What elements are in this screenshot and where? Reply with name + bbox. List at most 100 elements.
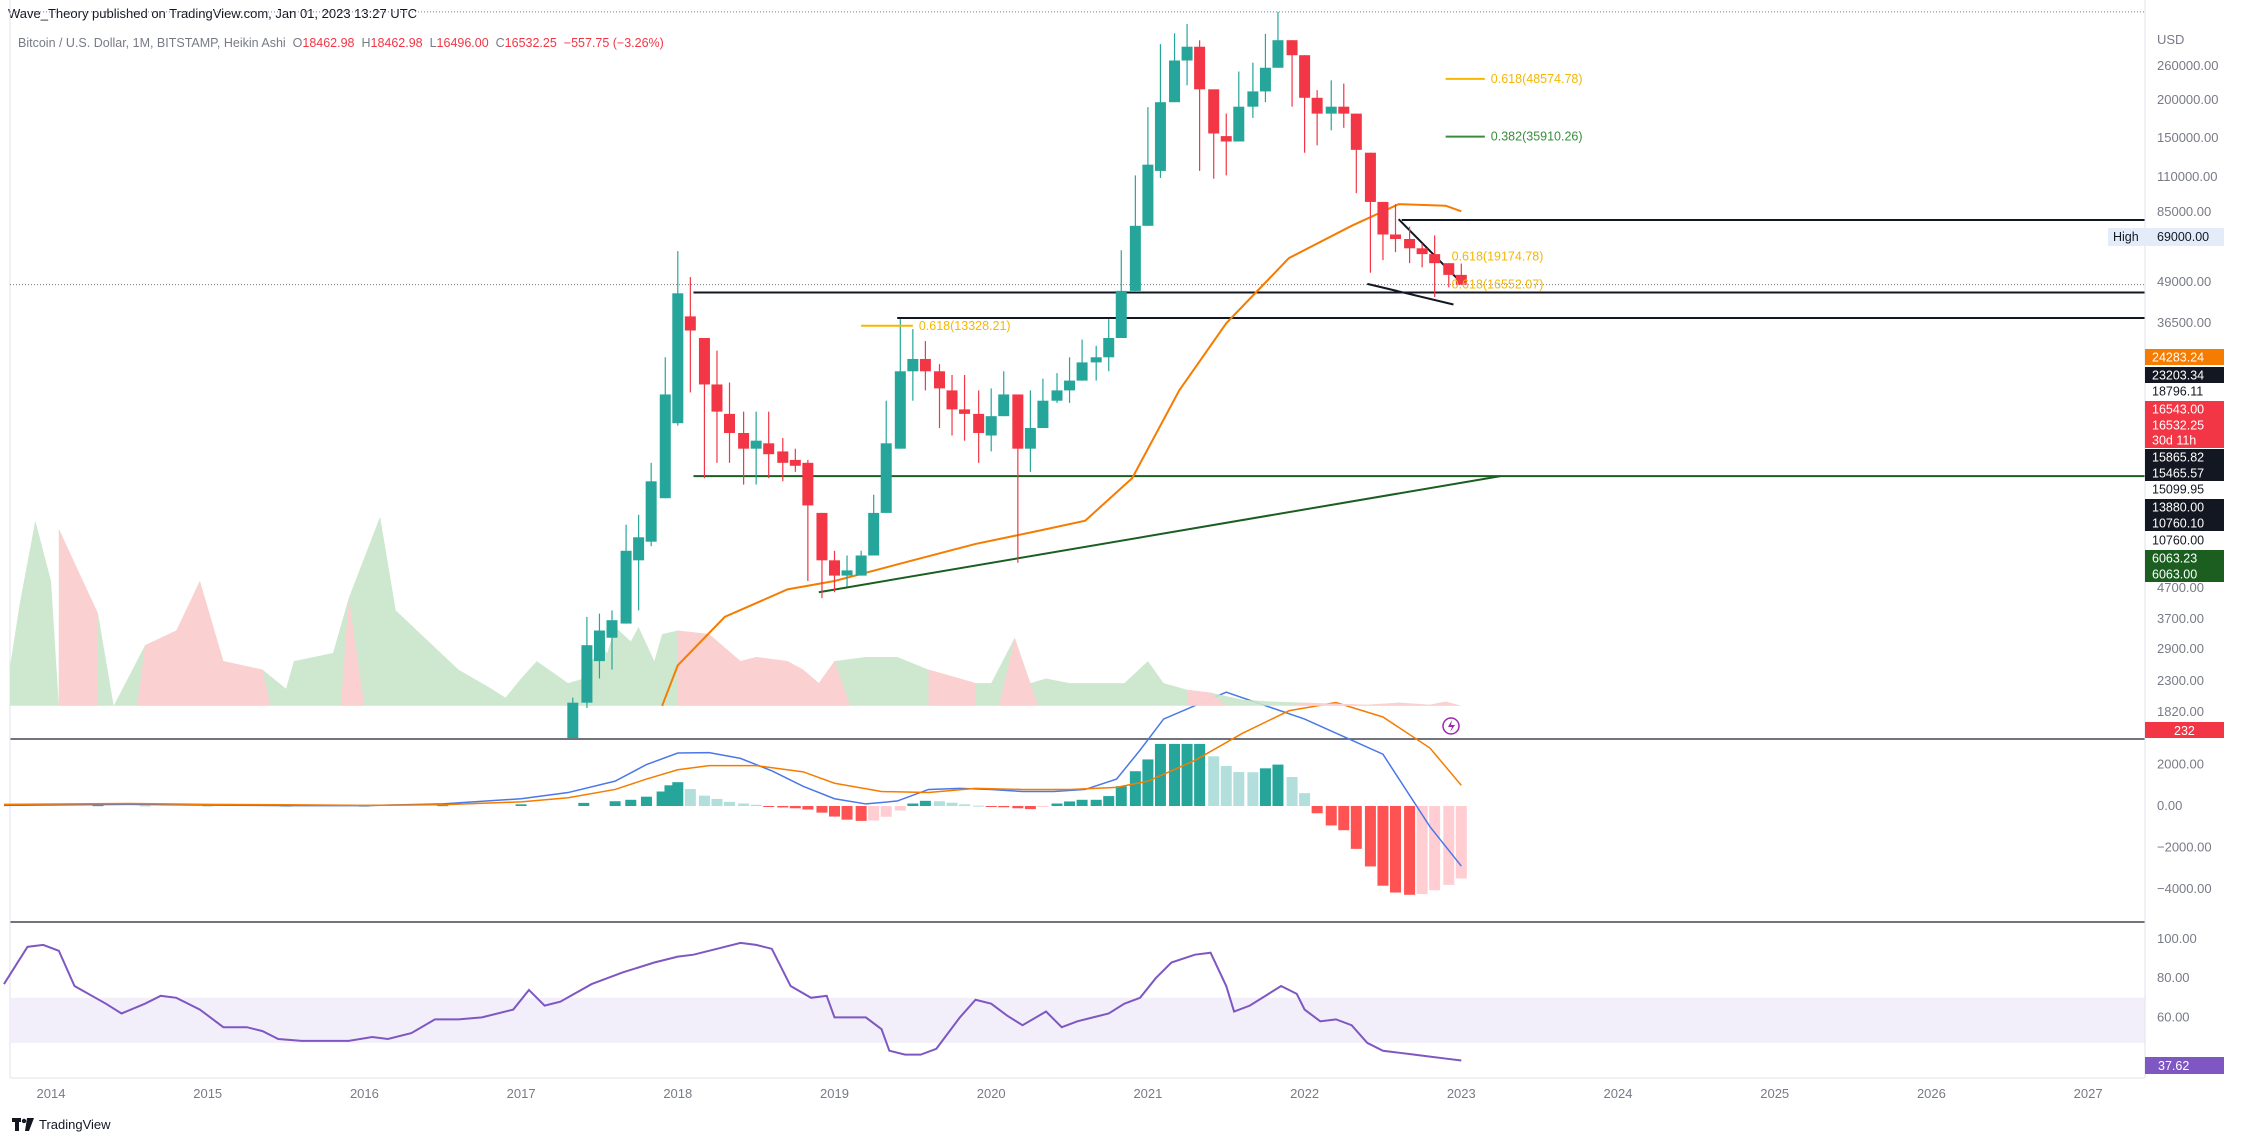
macd-tick-label: 0.00: [2157, 798, 2182, 813]
macd-histogram-bar: [1443, 806, 1455, 885]
macd-histogram-bar: [738, 803, 750, 806]
high-tag-value: 69000.00: [2157, 230, 2209, 244]
price-tag: 15465.57: [2152, 467, 2204, 481]
brand-label: TradingView: [39, 1117, 111, 1132]
candle-body: [1142, 164, 1154, 226]
publish-info: Wave_Theory published on TradingView.com…: [8, 6, 418, 21]
macd-histogram-bar: [1076, 799, 1088, 806]
macd-histogram-bar: [1338, 806, 1350, 831]
candle-body: [724, 413, 736, 433]
time-tick-label: 2020: [977, 1086, 1006, 1101]
price-tag: 6063.00: [2152, 568, 2197, 582]
lightning-bolt-icon: [1448, 720, 1455, 732]
price-tag: 15099.95: [2152, 483, 2204, 497]
high-label: H: [361, 36, 371, 50]
time-tick-label: 2024: [1604, 1086, 1633, 1101]
price-tag: 10760.00: [2152, 534, 2204, 548]
rsi-tick-label: 100.00: [2157, 931, 2197, 946]
rsi-tag-bg: [2145, 1057, 2224, 1074]
macd-histogram-bar: [656, 791, 668, 806]
candle-body: [1299, 55, 1311, 98]
macd-histogram-bar: [1194, 743, 1206, 806]
macd-histogram-bar: [880, 806, 892, 817]
macd-histogram-bar: [919, 800, 931, 806]
macd-histogram-bar: [1429, 806, 1441, 891]
macd-histogram-bar: [1286, 777, 1298, 806]
macd-histogram-bar: [672, 782, 684, 806]
candle-body: [593, 630, 605, 662]
candle-body: [1220, 136, 1232, 142]
fib-level-label: 0.618(13328.21): [919, 319, 1011, 333]
candle-body: [606, 620, 618, 638]
wedge-lower: [1367, 282, 1454, 306]
volume-area-down: [58, 528, 99, 706]
price-tick-label: 150000.00: [2157, 130, 2218, 145]
candle-body: [1455, 274, 1467, 285]
price-tag: 15865.82: [2152, 451, 2204, 465]
candle-body: [659, 394, 671, 499]
candle-body: [581, 645, 593, 703]
macd-histogram-bar: [973, 805, 985, 807]
candle-body: [1286, 40, 1298, 56]
candle-body: [933, 371, 945, 389]
macd-histogram-bar: [609, 801, 621, 806]
fib-level-label: 0.618(19174.78): [1452, 249, 1544, 263]
candle-body: [1247, 91, 1259, 107]
price-tick-label: 36500.00: [2157, 315, 2211, 330]
candle-body: [1404, 238, 1416, 249]
macd-histogram-bar: [985, 806, 997, 807]
fib-level-label: 0.382(35910.26): [1491, 130, 1583, 144]
macd-histogram-bar: [829, 806, 840, 817]
price-tag: 23203.34: [2152, 369, 2204, 383]
macd-histogram-bar: [578, 802, 590, 806]
macd-histogram-bar: [1311, 806, 1323, 814]
volume-tag: 232: [2174, 724, 2195, 738]
macd-histogram-bar: [1404, 806, 1416, 895]
macd-histogram-bar: [684, 789, 696, 806]
ema-line: [661, 203, 1462, 707]
candle-body: [802, 462, 814, 506]
candle-body: [868, 512, 880, 556]
volume-area-down: [999, 637, 1039, 706]
macd-histogram-bar: [933, 801, 945, 806]
symbol-legend: Bitcoin / U.S. Dollar, 1M, BITSTAMP, Hei…: [18, 36, 664, 50]
macd-histogram-bar: [664, 785, 676, 806]
candle-body: [1064, 380, 1076, 391]
candle-body: [1389, 234, 1401, 239]
candle-body: [1377, 201, 1389, 235]
open-label: O: [292, 36, 303, 50]
macd-histogram-bar: [1350, 806, 1362, 849]
price-tag-bg: [2145, 367, 2224, 383]
high-value: 18462.98: [370, 36, 423, 50]
rsi-tick-label: 80.00: [2157, 970, 2190, 985]
candle-body: [750, 440, 762, 449]
macd-histogram-bar: [1220, 766, 1232, 806]
candle-body: [633, 537, 645, 561]
candle-body: [1194, 46, 1206, 90]
macd-histogram-bar: [868, 806, 880, 821]
macd-histogram-bar: [1416, 806, 1428, 894]
price-tag: 18796.11: [2152, 385, 2203, 399]
volume-area-down: [1288, 701, 1462, 706]
price-tick-label: 1820.00: [2157, 704, 2204, 719]
candle-body: [645, 481, 657, 542]
tradingview-brand: TradingView: [12, 1117, 111, 1132]
candle-body: [1443, 263, 1455, 275]
macd-histogram-bar: [1364, 806, 1376, 867]
lightning-icon: [1442, 717, 1460, 735]
candle-body: [907, 358, 919, 372]
time-tick-label: 2017: [507, 1086, 536, 1101]
candle-body: [816, 512, 828, 561]
candle-body: [1024, 428, 1036, 449]
price-tag: 10760.10: [2152, 517, 2204, 531]
macd-histogram-bar: [437, 805, 449, 807]
price-tick-label: 2300.00: [2157, 673, 2204, 688]
macd-histogram-bar: [907, 803, 919, 806]
currency-label: USD: [2157, 32, 2184, 47]
price-tick-label: 260000.00: [2157, 58, 2218, 73]
price-tag-bg: [2145, 449, 2224, 465]
price-tick-label: 3700.00: [2157, 611, 2204, 626]
candle-body: [698, 338, 710, 385]
macd-histogram-bar: [763, 806, 775, 807]
